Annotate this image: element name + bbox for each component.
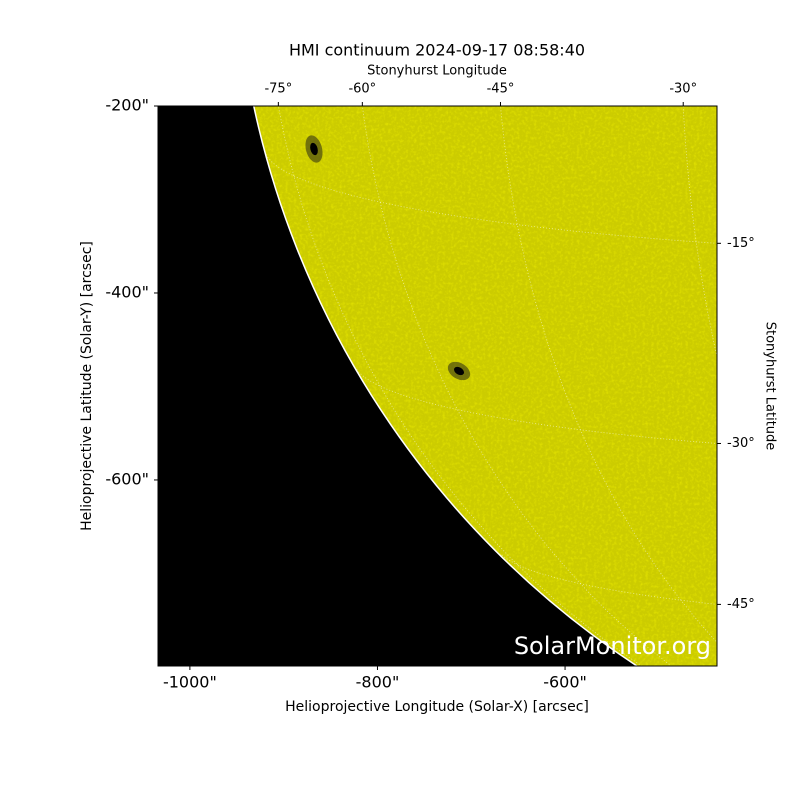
- plot-frame: [157, 105, 718, 667]
- y-tick-label: -200": [105, 96, 149, 115]
- x-tick-label: -600": [543, 673, 587, 692]
- top-axis-label: Stonyhurst Longitude: [367, 64, 507, 79]
- right-tick-label: -45°: [727, 597, 755, 612]
- granulation: [253, 106, 717, 666]
- top-tick-label: -60°: [348, 82, 376, 97]
- sunspot-umbra: [453, 366, 465, 376]
- right-tick-label: -15°: [727, 236, 755, 251]
- plot-area: SolarMonitor.org: [158, 106, 717, 666]
- chart-title: HMI continuum 2024-09-17 08:58:40: [289, 41, 585, 60]
- x-tick-label: -800": [356, 673, 400, 692]
- axes: -1000" -800" -600" -200" -400" -600" -75° -60° -…: [105, 82, 754, 692]
- grid-line: [277, 106, 643, 666]
- right-axis-label: Stonyhurst Latitude: [763, 322, 778, 451]
- top-tick-label: -30°: [669, 82, 697, 97]
- y-axis-label: Helioprojective Latitude (Solar-Y) [arcs…: [79, 241, 95, 531]
- x-tick-label: -1000": [163, 673, 217, 692]
- right-tick-label: -30°: [727, 436, 755, 451]
- y-tick-label: -600": [105, 469, 149, 488]
- sunspot-umbra: [310, 142, 318, 156]
- y-tick-label: -400": [105, 282, 149, 301]
- top-tick-label: -45°: [487, 82, 515, 97]
- x-axis-label: Helioprojective Longitude (Solar-X) [arc…: [285, 699, 589, 715]
- watermark: SolarMonitor.org: [514, 632, 711, 660]
- top-tick-label: -75°: [264, 82, 292, 97]
